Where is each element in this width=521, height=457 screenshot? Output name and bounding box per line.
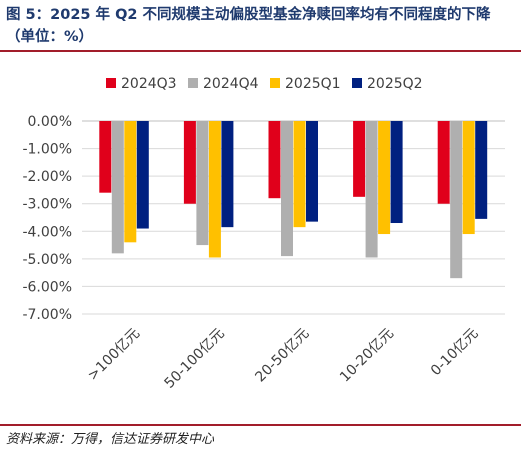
legend-label: 2025Q2 — [367, 76, 423, 92]
legend-label: 2024Q3 — [121, 76, 177, 92]
bar — [378, 121, 391, 235]
y-tick-label: 0.00% — [28, 114, 72, 130]
figure-title: 图 5：2025 年 Q2 不同规模主动偏股型基金净赎回率均有不同程度的下降（单… — [6, 7, 491, 45]
x-tick-label: 50-100亿元 — [162, 326, 228, 392]
legend-label: 2025Q1 — [285, 76, 341, 92]
legend-swatch — [270, 78, 280, 88]
legend-label: 2024Q4 — [203, 76, 259, 92]
bar — [208, 121, 221, 258]
y-tick-label: -4.00% — [22, 224, 72, 240]
x-tick-label: 0-10亿元 — [428, 326, 482, 380]
bar — [111, 121, 124, 254]
legend-swatch — [106, 78, 116, 88]
chart-legend: 2024Q3 2024Q4 2025Q1 2025Q2 — [106, 76, 423, 92]
x-tick-label: 20-50亿元 — [252, 326, 312, 386]
bar — [221, 121, 234, 228]
y-axis: 0.00% -1.00% -2.00% -3.00% -4.00% -5.00% -6.00… — [22, 114, 72, 323]
y-tick-label: -2.00% — [22, 169, 72, 185]
bar — [124, 121, 137, 243]
y-tick-label: -3.00% — [22, 197, 72, 213]
title-rule — [0, 50, 521, 52]
bar — [196, 121, 209, 246]
bar-chart: 2024Q3 2024Q4 2025Q1 2025Q2 0.00% -1.00% -2.0… — [22, 76, 505, 392]
legend-swatch — [188, 78, 198, 88]
bar — [268, 121, 281, 199]
y-tick-label: -7.00% — [22, 307, 72, 323]
bar — [437, 121, 450, 204]
chart-bars — [99, 121, 488, 279]
bar — [390, 121, 403, 224]
bar — [450, 121, 463, 279]
y-tick-label: -5.00% — [22, 252, 72, 268]
legend-swatch — [352, 78, 362, 88]
bar — [99, 121, 112, 193]
bar — [462, 121, 475, 235]
bar — [183, 121, 196, 204]
source-rule — [0, 424, 521, 426]
source-note: 资料来源：万得，信达证券研发中心 — [6, 432, 215, 447]
bar — [353, 121, 366, 197]
y-tick-label: -1.00% — [22, 142, 72, 158]
x-axis: >100亿元 50-100亿元 20-50亿元 10-20亿元 0-10亿元 — [85, 326, 482, 392]
bar — [136, 121, 149, 229]
x-tick-label: >100亿元 — [85, 326, 143, 384]
bar — [281, 121, 293, 257]
y-tick-label: -6.00% — [22, 279, 72, 295]
bar — [475, 121, 488, 219]
x-tick-label: 10-20亿元 — [337, 326, 397, 386]
bar — [365, 121, 378, 258]
bar — [306, 121, 318, 222]
bar — [293, 121, 306, 228]
